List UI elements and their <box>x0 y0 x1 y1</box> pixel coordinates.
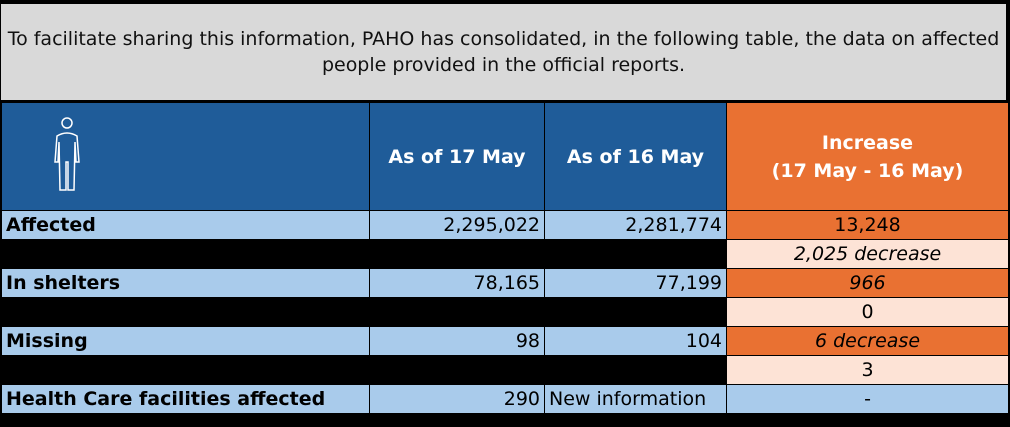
value-17-may: 2,295,022 <box>369 210 545 240</box>
header-as-of-17-may: As of 17 May <box>369 102 545 211</box>
header-increase-line1: Increase <box>821 131 914 154</box>
affected-people-table: As of 17 May As of 16 May Increase (17 Ma… <box>1 102 1009 414</box>
table-row: Affected 2,295,022 2,281,774 13,248 <box>1 210 1009 240</box>
header-increase: Increase (17 May - 16 May) <box>726 102 1009 211</box>
row-label: In shelters <box>1 268 370 298</box>
value-17-may: 290 <box>369 384 545 414</box>
intro-text: To facilitate sharing this information, … <box>1 4 1006 100</box>
row-label: Affected <box>1 210 370 240</box>
table-row: In shelters 78,165 77,199 966 <box>1 268 1009 298</box>
value-16-may: New information <box>544 384 727 414</box>
prior-increase-value: 3 <box>726 355 1009 385</box>
value-17-may: 98 <box>369 326 545 356</box>
sub-row: 2,025 decrease <box>1 239 1009 269</box>
value-16-may: 2,281,774 <box>544 210 727 240</box>
table-row: Health Care facilities affected 290 New … <box>1 384 1009 414</box>
table-row: Missing 98 104 6 decrease <box>1 326 1009 356</box>
row-label: Missing <box>1 326 370 356</box>
person-icon <box>54 117 80 191</box>
person-icon-cell <box>1 102 370 211</box>
prior-increase-value: 0 <box>726 297 1009 327</box>
value-16-may: 104 <box>544 326 727 356</box>
sub-row: 3 <box>1 355 1009 385</box>
header-row: As of 17 May As of 16 May Increase (17 Ma… <box>1 102 1009 211</box>
blank-cell <box>1 297 727 327</box>
increase-value: - <box>726 384 1009 414</box>
blank-cell <box>1 239 727 269</box>
sub-row: 0 <box>1 297 1009 327</box>
row-label: Health Care facilities affected <box>1 384 370 414</box>
increase-value: 966 <box>726 268 1009 298</box>
header-as-of-16-may: As of 16 May <box>544 102 727 211</box>
increase-value: 6 decrease <box>726 326 1009 356</box>
blank-cell <box>1 355 727 385</box>
value-17-may: 78,165 <box>369 268 545 298</box>
prior-increase-value: 2,025 decrease <box>726 239 1009 269</box>
header-increase-line2: (17 May - 16 May) <box>771 159 964 182</box>
increase-value: 13,248 <box>726 210 1009 240</box>
value-16-may: 77,199 <box>544 268 727 298</box>
